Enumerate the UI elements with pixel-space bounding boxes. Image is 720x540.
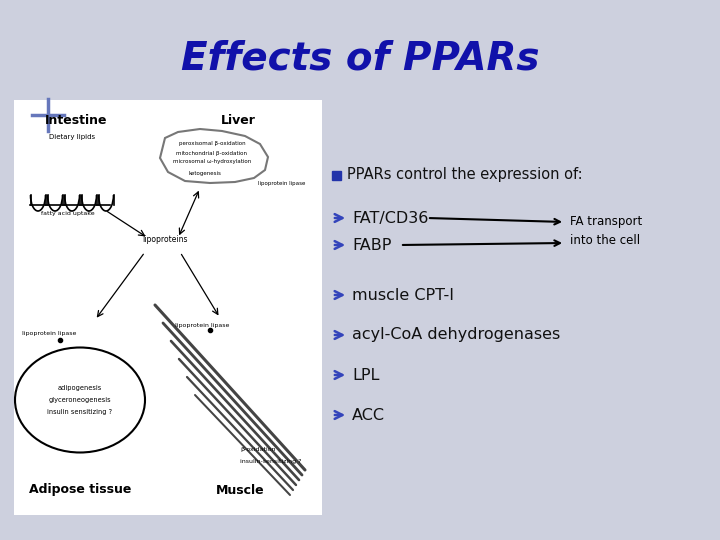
Text: Dietary lipids: Dietary lipids [49,134,95,140]
Text: Intestine: Intestine [45,113,107,126]
Text: FAT/CD36: FAT/CD36 [352,211,428,226]
Text: mitochondrial β-oxidation: mitochondrial β-oxidation [176,151,248,156]
Text: insulin-sensitizing ?: insulin-sensitizing ? [240,460,302,464]
Text: microsomal ω-hydroxylation: microsomal ω-hydroxylation [173,159,251,165]
Text: Effects of PPARs: Effects of PPARs [181,39,539,77]
Text: fatty acid uptake: fatty acid uptake [41,211,95,215]
Text: acyl-CoA dehydrogenases: acyl-CoA dehydrogenases [352,327,560,342]
Text: adipogenesis: adipogenesis [58,385,102,391]
Text: peroxisomal β-oxidation: peroxisomal β-oxidation [179,141,246,146]
Text: Muscle: Muscle [216,483,264,496]
Text: lipoprotein lipase: lipoprotein lipase [258,180,305,186]
Text: lipoprotein lipase: lipoprotein lipase [175,322,230,327]
Text: PPARs control the expression of:: PPARs control the expression of: [347,167,582,183]
Text: into the cell: into the cell [570,233,640,246]
Text: FA transport: FA transport [570,215,642,228]
Text: insulin sensitizing ?: insulin sensitizing ? [48,409,112,415]
Text: lipoproteins: lipoproteins [143,235,188,245]
Text: ketogenesis: ketogenesis [189,171,222,176]
Bar [14,100,322,515]
Text: glyceroneogenesis: glyceroneogenesis [49,397,112,403]
Text: lipoprotein lipase: lipoprotein lipase [22,332,76,336]
Text: Adipose tissue: Adipose tissue [29,483,131,496]
Text: Liver: Liver [220,113,256,126]
Text: β-oxidation: β-oxidation [240,448,276,453]
Text: LPL: LPL [352,368,379,382]
Bar [332,171,341,179]
Text: muscle CPT-I: muscle CPT-I [352,287,454,302]
Text: ACC: ACC [352,408,385,422]
Text: FABP: FABP [352,238,392,253]
